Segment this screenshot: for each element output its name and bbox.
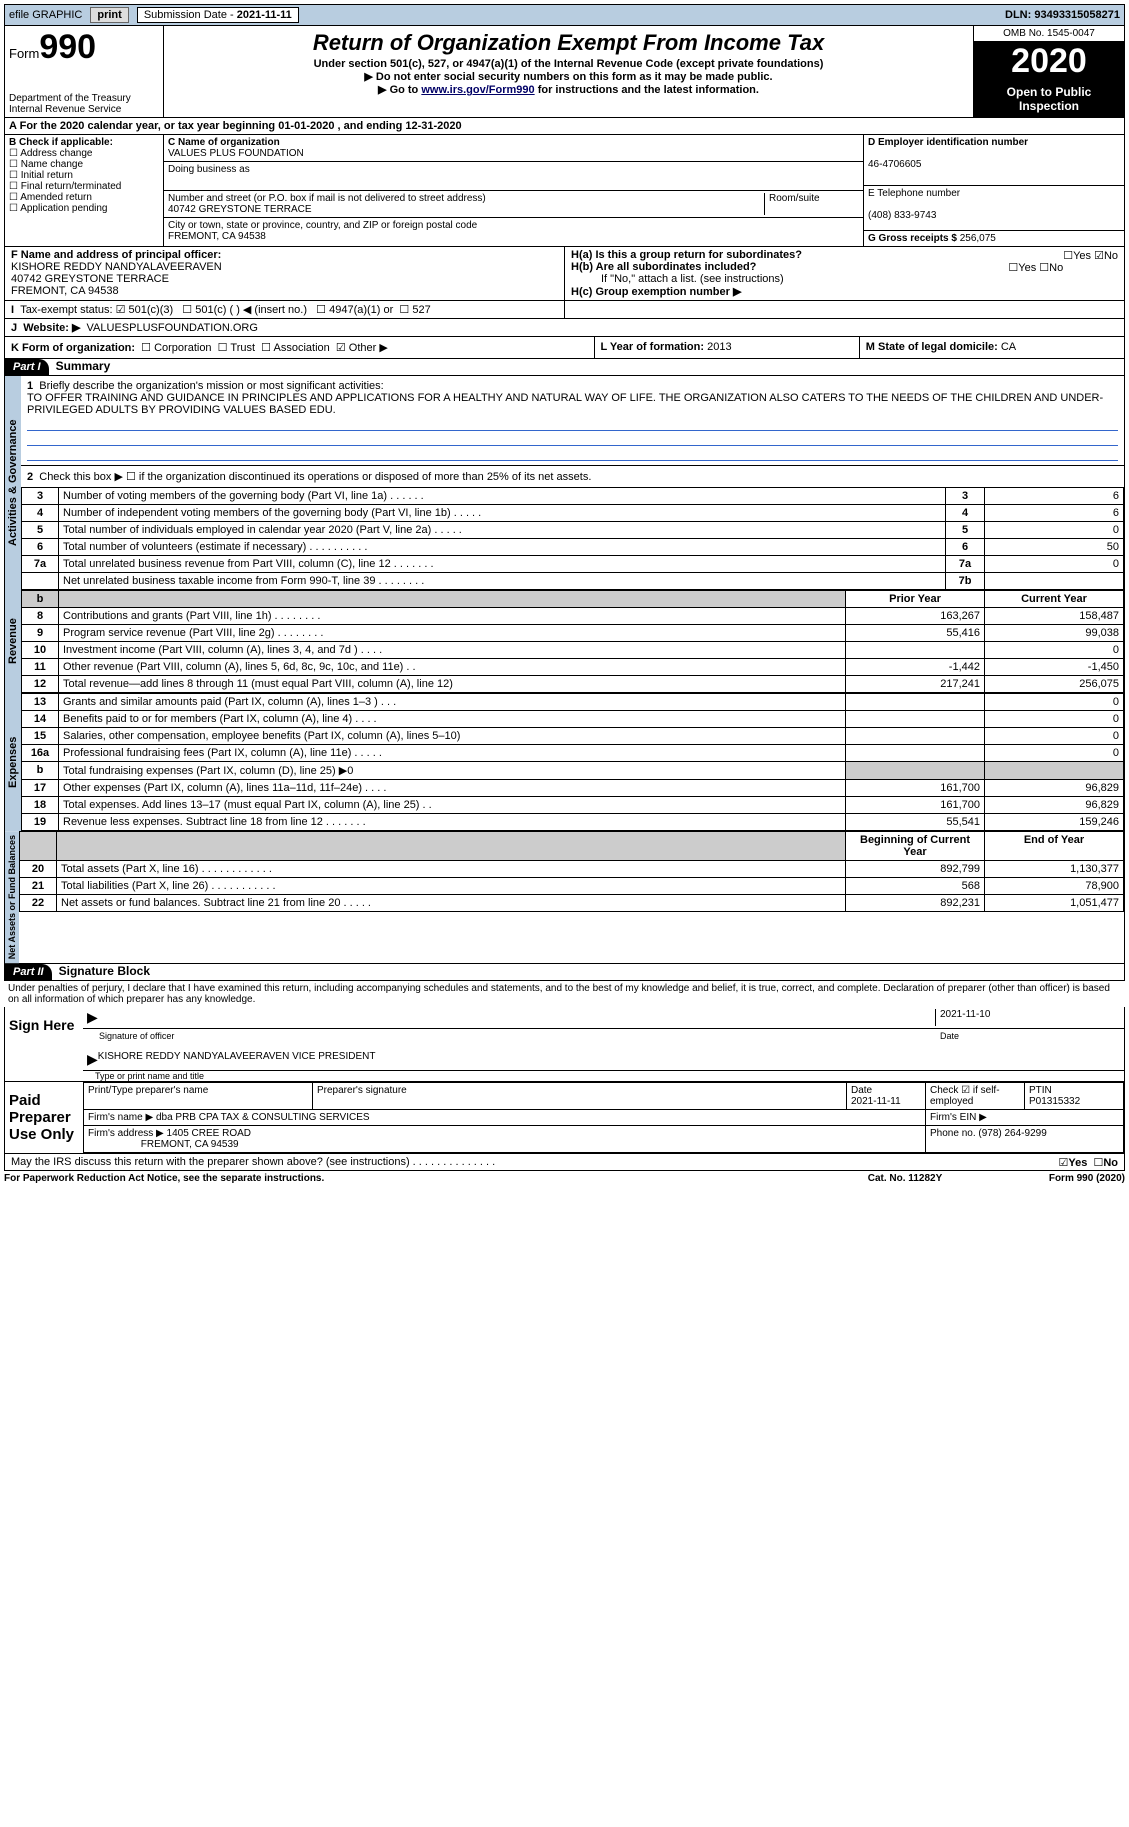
firm-phone: (978) 264-9299 [978, 1128, 1046, 1139]
submission-date: Submission Date - 2021-11-11 [137, 7, 299, 23]
subtitle-2: ▶ Do not enter social security numbers o… [170, 70, 967, 83]
form-title: Return of Organization Exempt From Incom… [170, 30, 967, 56]
gross-receipts: 256,075 [960, 233, 996, 244]
vlabel-governance: Activities & Governance [5, 376, 21, 590]
box-h: H(a) Is this a group return for subordin… [565, 247, 1124, 300]
subtitle-3: ▶ Go to www.irs.gov/Form990 for instruct… [170, 83, 967, 96]
org-name: VALUES PLUS FOUNDATION [168, 148, 304, 159]
firm-name: dba PRB CPA TAX & CONSULTING SERVICES [156, 1112, 370, 1123]
page-footer: For Paperwork Reduction Act Notice, see … [4, 1171, 1125, 1186]
table-revenue: b Prior Year Current Year 8Contributions… [21, 590, 1124, 693]
box-c: C Name of organizationVALUES PLUS FOUNDA… [164, 135, 863, 246]
open-public: Open to Public Inspection [974, 81, 1124, 117]
header-right: OMB No. 1545-0047 2020 Open to Public In… [973, 26, 1124, 117]
part-1-tab: Part I [5, 359, 49, 375]
efile-label: efile GRAPHIC [9, 9, 82, 21]
box-b: B Check if applicable: ☐ Address change … [5, 135, 164, 246]
vlabel-revenue: Revenue [5, 590, 21, 693]
dept-label: Department of the Treasury Internal Reve… [9, 93, 159, 115]
top-bar: efile GRAPHIC print Submission Date - 20… [4, 4, 1125, 26]
row-a-period: A For the 2020 calendar year, or tax yea… [4, 118, 1125, 135]
org-address: 40742 GREYSTONE TERRACE [168, 204, 312, 215]
tax-year: 2020 [974, 42, 1124, 81]
table-netassets: Beginning of Current Year End of Year 20… [19, 831, 1124, 912]
section-bcd: B Check if applicable: ☐ Address change … [4, 135, 1125, 247]
row-k: K Form of organization: ☐ Corporation ☐ … [5, 337, 1124, 358]
part-2-tab: Part II [5, 964, 52, 980]
subtitle-1: Under section 501(c), 527, or 4947(a)(1)… [170, 58, 967, 70]
part-1: Part I Summary Activities & Governance 1… [4, 359, 1125, 964]
perjury-text: Under penalties of perjury, I declare th… [4, 981, 1125, 1007]
table-governance: 3Number of voting members of the governi… [21, 487, 1124, 590]
part-2: Part II Signature Block [4, 964, 1125, 981]
row-i: I Tax-exempt status: ☑ 501(c)(3) ☐ 501(c… [5, 301, 565, 318]
officer-name: KISHORE REDDY NANDYALAVEERAVEN VICE PRES… [98, 1051, 376, 1068]
omb-number: OMB No. 1545-0047 [974, 26, 1124, 42]
org-city: FREMONT, CA 94538 [168, 231, 266, 242]
header-left: Form990 Department of the Treasury Inter… [5, 26, 164, 117]
section-fh: F Name and address of principal officer:… [4, 247, 1125, 359]
website: VALUESPLUSFOUNDATION.ORG [87, 322, 258, 334]
discuss-row: May the IRS discuss this return with the… [4, 1154, 1125, 1171]
row-j: J Website: ▶ VALUESPLUSFOUNDATION.ORG [5, 319, 1124, 337]
paid-preparer: Paid Preparer Use Only Print/Type prepar… [4, 1082, 1125, 1154]
vlabel-expenses: Expenses [5, 693, 21, 831]
header-mid: Return of Organization Exempt From Incom… [164, 26, 973, 117]
box-d: D Employer identification number46-47066… [863, 135, 1124, 246]
mission: TO OFFER TRAINING AND GUIDANCE IN PRINCI… [27, 392, 1103, 416]
ein: 46-4706605 [868, 159, 921, 170]
dln: DLN: 93493315058271 [1005, 9, 1120, 21]
signature-block: Sign Here ▶2021-11-10 Signature of offic… [4, 1007, 1125, 1082]
form-header: Form990 Department of the Treasury Inter… [4, 26, 1125, 118]
table-expenses: 13Grants and similar amounts paid (Part … [21, 693, 1124, 831]
vlabel-netassets: Net Assets or Fund Balances [5, 831, 19, 963]
box-f: F Name and address of principal officer:… [5, 247, 565, 300]
telephone: (408) 833-9743 [868, 210, 936, 221]
ptin: P01315332 [1029, 1096, 1080, 1107]
print-button[interactable]: print [90, 7, 128, 23]
irs-link[interactable]: www.irs.gov/Form990 [421, 84, 534, 96]
